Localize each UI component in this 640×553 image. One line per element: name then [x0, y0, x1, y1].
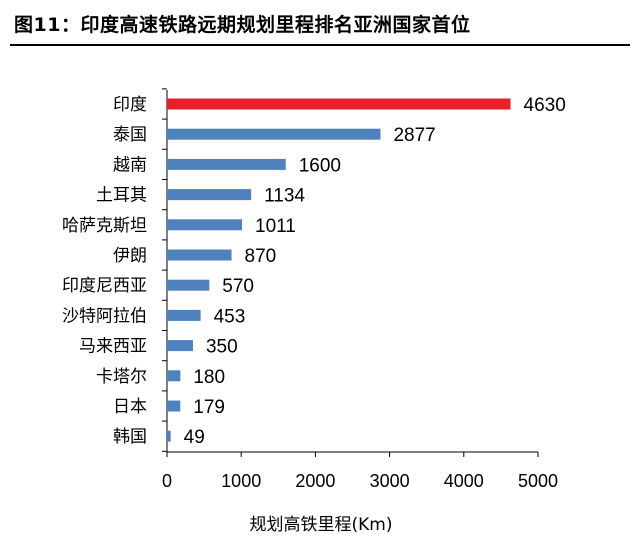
axis-layer: 0 1000 2000 3000 4000 5000	[162, 88, 558, 491]
bars-layer	[167, 98, 511, 442]
bar	[167, 309, 201, 321]
category-label: 印度尼西亚	[62, 276, 147, 296]
category-label: 马来西亚	[79, 337, 147, 357]
category-label: 日本	[113, 397, 147, 417]
x-tick-label: 5000	[518, 471, 558, 491]
value-label: 870	[245, 246, 277, 267]
x-tick-label: 2000	[295, 471, 335, 491]
labels-layer: 印度 4630 泰国 2877 越南 1600 土耳其 1134 哈萨克斯坦 1011 伊朗 870 印…	[62, 95, 566, 448]
category-label: 韩国	[113, 427, 147, 447]
value-label: 2877	[393, 125, 435, 146]
value-label: 4630	[524, 95, 566, 116]
x-tick-label: 3000	[370, 471, 410, 491]
value-label: 179	[193, 397, 225, 418]
category-label: 泰国	[113, 125, 147, 145]
x-axis-title: 规划高铁里程(Km)	[250, 515, 393, 535]
category-label: 土耳其	[96, 186, 147, 206]
category-label: 卡塔尔	[96, 367, 147, 387]
category-label: 沙特阿拉伯	[62, 306, 147, 326]
category-label: 越南	[113, 155, 147, 175]
bar	[167, 370, 181, 382]
value-label: 49	[184, 427, 205, 448]
bar	[167, 98, 511, 110]
category-label: 哈萨克斯坦	[62, 216, 147, 236]
category-label: 印度	[113, 95, 147, 115]
x-tick-label: 4000	[444, 471, 484, 491]
value-label: 180	[193, 367, 225, 388]
value-label: 1134	[264, 186, 305, 207]
value-label: 453	[214, 306, 246, 327]
bar	[167, 279, 210, 291]
value-label: 570	[222, 276, 254, 297]
value-label: 1011	[255, 216, 296, 237]
value-label: 1600	[299, 155, 341, 176]
bar	[167, 249, 232, 261]
bar	[167, 340, 193, 352]
bar	[167, 158, 286, 170]
bar	[167, 400, 181, 412]
bar	[167, 189, 252, 201]
title-rule	[10, 44, 630, 46]
category-label: 伊朗	[113, 246, 147, 266]
bar	[167, 430, 171, 442]
bar	[167, 128, 381, 140]
bar	[167, 219, 243, 231]
value-label: 350	[206, 337, 238, 358]
figure-title: 图11：印度高速铁路远期规划里程排名亚洲国家首位	[14, 14, 471, 36]
x-tick-label: 0	[162, 471, 172, 491]
x-tick-label: 1000	[221, 471, 261, 491]
